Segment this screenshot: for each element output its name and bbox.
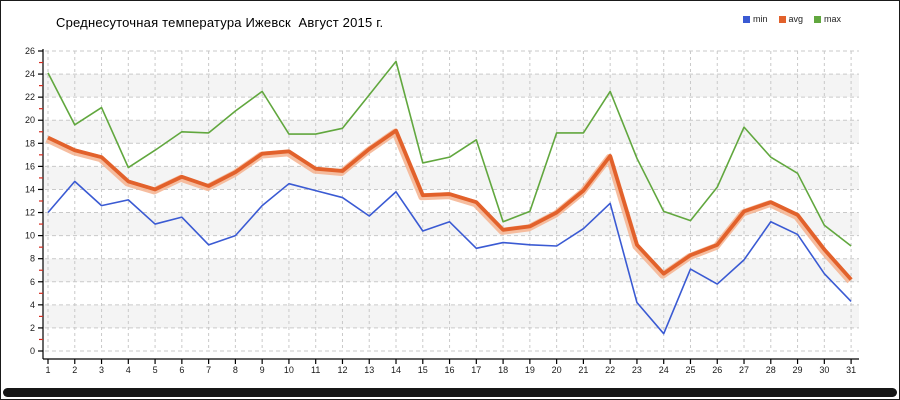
svg-text:23: 23: [632, 365, 642, 375]
svg-text:3: 3: [99, 365, 104, 375]
svg-text:18: 18: [498, 365, 508, 375]
gridlines: [45, 50, 859, 352]
series-max-line: [47, 60, 852, 247]
svg-text:11: 11: [311, 365, 320, 375]
svg-text:28: 28: [766, 365, 776, 375]
avg-series-swatch-icon: [778, 15, 786, 23]
svg-text:7: 7: [206, 365, 211, 375]
svg-text:6: 6: [30, 277, 35, 287]
max-series-swatch-icon: [814, 15, 822, 23]
svg-text:24: 24: [25, 69, 35, 79]
series-min-line: [47, 180, 852, 335]
svg-text:22: 22: [605, 365, 615, 375]
svg-text:2: 2: [30, 323, 35, 333]
legend-label-min: min: [753, 14, 768, 24]
svg-text:10: 10: [284, 365, 294, 375]
svg-text:8: 8: [30, 254, 35, 264]
series-avg-line: [47, 128, 853, 281]
svg-text:18: 18: [25, 138, 35, 148]
svg-text:10: 10: [25, 231, 35, 241]
legend-item-max: max: [814, 14, 841, 24]
svg-text:13: 13: [364, 365, 374, 375]
svg-text:26: 26: [712, 365, 722, 375]
svg-text:12: 12: [337, 365, 347, 375]
plot-bands: [43, 74, 859, 328]
svg-text:2: 2: [72, 365, 77, 375]
x-tick-labels: 1 2 3 4 5 6 7 8 9 10 11 12 13 14 15 16 17 18 19 20 21 22 23 24 2…: [45, 365, 856, 375]
svg-text:17: 17: [471, 365, 481, 375]
svg-text:21: 21: [578, 365, 588, 375]
svg-text:29: 29: [793, 365, 803, 375]
svg-text:25: 25: [685, 365, 695, 375]
svg-text:14: 14: [25, 184, 35, 194]
svg-text:1: 1: [45, 365, 50, 375]
svg-text:8: 8: [233, 365, 238, 375]
svg-text:0: 0: [30, 346, 35, 356]
legend: min avg max: [743, 14, 841, 24]
svg-text:4: 4: [126, 365, 131, 375]
svg-text:9: 9: [260, 365, 265, 375]
legend-label-avg: avg: [788, 14, 804, 24]
svg-text:30: 30: [819, 365, 829, 375]
svg-text:5: 5: [153, 365, 158, 375]
svg-text:26: 26: [25, 46, 35, 56]
svg-text:6: 6: [179, 365, 184, 375]
svg-text:22: 22: [25, 92, 35, 102]
svg-text:27: 27: [739, 365, 749, 375]
svg-text:16: 16: [445, 365, 455, 375]
min-series-swatch-icon: [743, 15, 750, 23]
svg-text:16: 16: [25, 161, 35, 171]
chart-title: Среднесуточная температура Ижевск Август…: [56, 15, 384, 30]
svg-text:19: 19: [525, 365, 535, 375]
svg-text:14: 14: [391, 365, 401, 375]
axes: [38, 49, 859, 364]
legend-item-min: min: [743, 14, 768, 24]
svg-text:15: 15: [418, 365, 428, 375]
legend-label-max: max: [824, 14, 842, 24]
svg-text:24: 24: [659, 365, 669, 375]
svg-text:31: 31: [846, 365, 856, 375]
bottom-scrollbar[interactable]: [3, 388, 897, 397]
svg-text:20: 20: [25, 115, 35, 125]
svg-text:20: 20: [552, 365, 562, 375]
svg-text:4: 4: [30, 300, 35, 310]
legend-item-avg: avg: [778, 14, 804, 24]
svg-text:12: 12: [25, 208, 35, 218]
